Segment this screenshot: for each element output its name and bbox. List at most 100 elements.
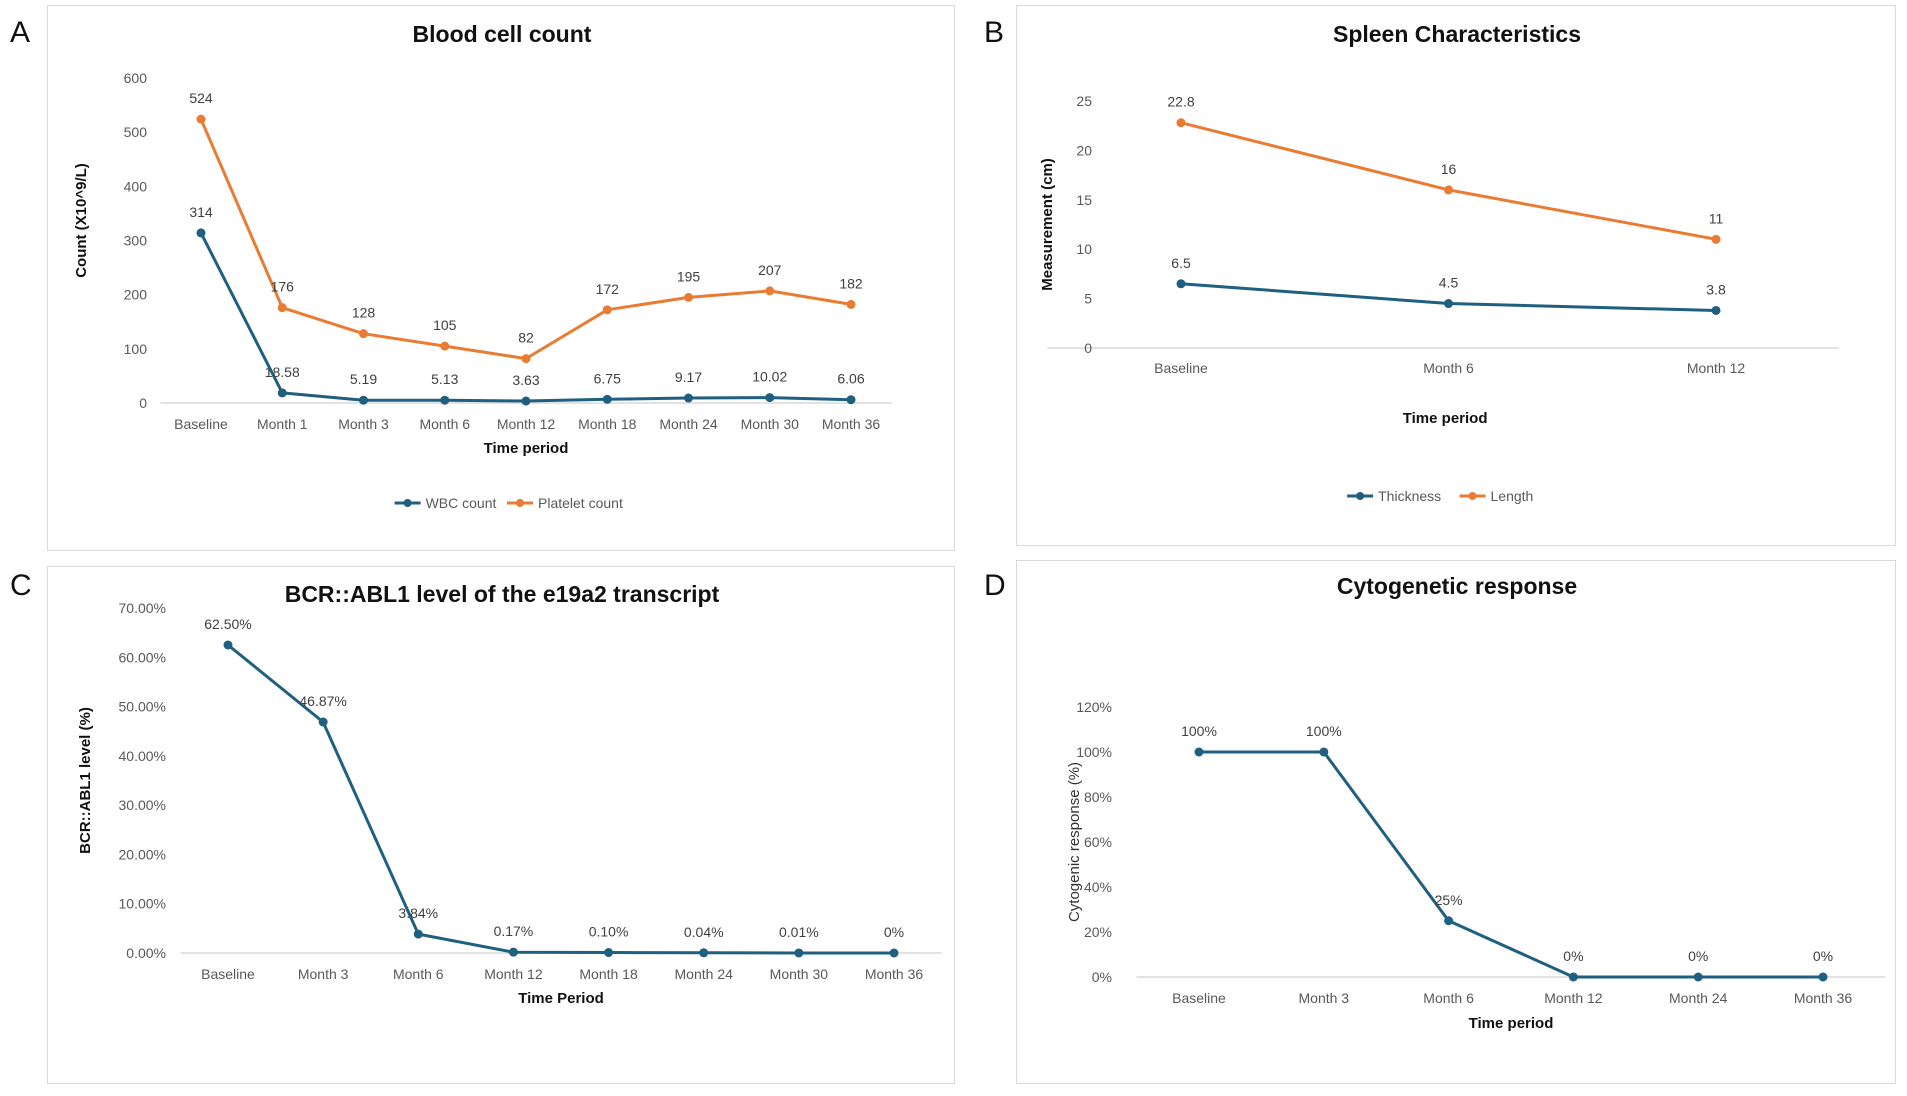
y-tick-label: 0 (139, 395, 147, 411)
series-line-bcr-abl1-level (227, 643, 894, 955)
chart-title: Spleen Characteristics (1333, 21, 1581, 47)
data-point-wbc-count (277, 388, 287, 398)
data-label-cytogenetic-response: 25% (1435, 892, 1463, 908)
x-tick-label-month-30: Month 30 (741, 416, 800, 432)
data-label-bcr-abl1-level: 46.87% (299, 693, 346, 709)
data-point-bcr-abl1-level (413, 929, 423, 939)
data-point-wbc-count (602, 394, 612, 404)
data-point-wbc-count (521, 396, 531, 406)
data-point-bcr-abl1-level (318, 717, 328, 727)
x-axis-title: Time period (1469, 1015, 1554, 1032)
y-tick-label: 0 (1084, 340, 1092, 356)
x-tick-label-baseline: Baseline (1154, 360, 1208, 376)
y-tick-label: 60% (1084, 834, 1112, 850)
data-point-platelet-count (846, 299, 856, 309)
x-axis-title: Time period (1403, 410, 1488, 427)
data-point-bcr-abl1-level (794, 948, 804, 958)
y-tick-label: 70.00% (119, 600, 166, 616)
y-axis-title: Cytogenic response (%) (1066, 762, 1083, 922)
data-label-wbc-count: 10.02 (752, 369, 787, 385)
data-label-platelet-count: 207 (758, 262, 782, 278)
data-point-cytogenetic-response (1818, 972, 1828, 982)
series-line-length (1180, 121, 1717, 241)
x-axis-title: Time Period (518, 990, 604, 1007)
legend-marker-wbc-count (403, 499, 412, 507)
chart-title: Cytogenetic response (1337, 573, 1577, 599)
data-label-cytogenetic-response: 0% (1688, 948, 1708, 964)
x-tick-label-month-18: Month 18 (578, 416, 637, 432)
data-label-bcr-abl1-level: 62.50% (204, 616, 251, 632)
x-tick-label-month-30: Month 30 (770, 966, 829, 982)
data-point-cytogenetic-response (1319, 747, 1329, 757)
y-tick-label: 200 (124, 287, 148, 303)
data-label-platelet-count: 82 (518, 330, 534, 346)
y-tick-label: 5 (1084, 291, 1092, 307)
series-line-cytogenetic-response (1199, 750, 1823, 979)
data-label-bcr-abl1-level: 0.17% (494, 923, 534, 939)
y-tick-label: 50.00% (119, 699, 166, 715)
data-label-bcr-abl1-level: 3.84% (398, 905, 438, 921)
x-tick-label-month-1: Month 1 (257, 416, 308, 432)
legend-marker-length (1468, 492, 1477, 500)
data-label-wbc-count: 6.75 (594, 370, 621, 386)
y-tick-label: 500 (124, 124, 148, 140)
x-tick-label-month-36: Month 36 (822, 416, 881, 432)
data-point-wbc-count (765, 393, 775, 403)
legend-marker-platelet-count (516, 499, 524, 507)
data-label-platelet-count: 176 (271, 279, 295, 295)
data-label-wbc-count: 6.06 (837, 371, 864, 387)
panel-letter-d: D (984, 569, 1006, 602)
data-point-platelet-count (440, 341, 450, 351)
data-point-platelet-count (196, 114, 206, 124)
y-tick-label: 100% (1076, 744, 1112, 760)
bcr-abl1-level-chart: BCR::ABL1 level of the e19a2 transcript 0… (47, 566, 955, 1084)
data-label-bcr-abl1-level: 0% (884, 924, 904, 940)
x-tick-label-month-6: Month 6 (393, 966, 444, 982)
y-axis-title: Count (X10^9/L) (73, 163, 90, 278)
y-tick-label: 40% (1084, 879, 1112, 895)
x-tick-label-month-6: Month 6 (1423, 360, 1474, 376)
data-label-thickness: 3.8 (1706, 281, 1726, 297)
panel-letter-a: A (10, 16, 31, 49)
data-label-length: 22.8 (1167, 94, 1194, 110)
data-point-cytogenetic-response (1444, 916, 1454, 926)
data-label-thickness: 4.5 (1439, 275, 1459, 291)
data-label-bcr-abl1-level: 0.01% (779, 924, 819, 940)
data-point-cytogenetic-response (1693, 972, 1703, 982)
data-point-platelet-count (277, 303, 287, 313)
data-label-length: 11 (1709, 210, 1724, 226)
data-label-platelet-count: 524 (189, 90, 213, 106)
x-tick-label-baseline: Baseline (174, 416, 228, 432)
data-point-wbc-count (196, 228, 206, 238)
y-tick-label: 10.00% (119, 896, 166, 912)
data-label-length: 16 (1441, 161, 1457, 177)
x-tick-label-month-24: Month 24 (1669, 990, 1728, 1006)
data-point-platelet-count (602, 305, 612, 315)
blood-cell-count-chart: Blood cell count 0 100 200 300 400 500 600 Basel… (47, 5, 955, 551)
data-point-wbc-count (684, 393, 693, 403)
spleen-characteristics-svg: Spleen Characteristics 0 5 10 15 20 25 Baseline… (1039, 21, 1839, 504)
data-point-bcr-abl1-level (223, 640, 233, 650)
x-tick-label-month-3: Month 3 (1299, 990, 1350, 1006)
data-label-wbc-count: 3.63 (512, 372, 539, 388)
y-tick-label: 120% (1076, 699, 1112, 715)
x-tick-label-month-36: Month 36 (865, 966, 924, 982)
data-point-length (1444, 185, 1453, 195)
data-point-wbc-count (846, 395, 856, 405)
data-label-bcr-abl1-level: 0.04% (684, 924, 724, 940)
data-label-wbc-count: 9.17 (675, 369, 702, 385)
data-point-platelet-count (359, 329, 368, 339)
x-tick-label-month-12: Month 12 (1544, 990, 1603, 1006)
x-tick-label-baseline: Baseline (201, 966, 255, 982)
x-tick-label-month-3: Month 3 (338, 416, 389, 432)
y-tick-label: 40.00% (119, 748, 166, 764)
data-point-length (1711, 234, 1721, 244)
x-tick-label-month-12: Month 12 (1687, 360, 1746, 376)
y-tick-label: 300 (124, 233, 148, 249)
cytogenetic-response-chart: Cytogenetic response 0% 20% 40% 60% 80% 100% 12… (1016, 560, 1896, 1084)
data-label-thickness: 6.5 (1171, 255, 1191, 271)
data-label-cytogenetic-response: 0% (1563, 948, 1583, 964)
x-tick-label-month-12: Month 12 (497, 416, 556, 432)
data-label-cytogenetic-response: 0% (1813, 948, 1833, 964)
y-axis-title: BCR::ABL1 level (%) (77, 707, 94, 854)
